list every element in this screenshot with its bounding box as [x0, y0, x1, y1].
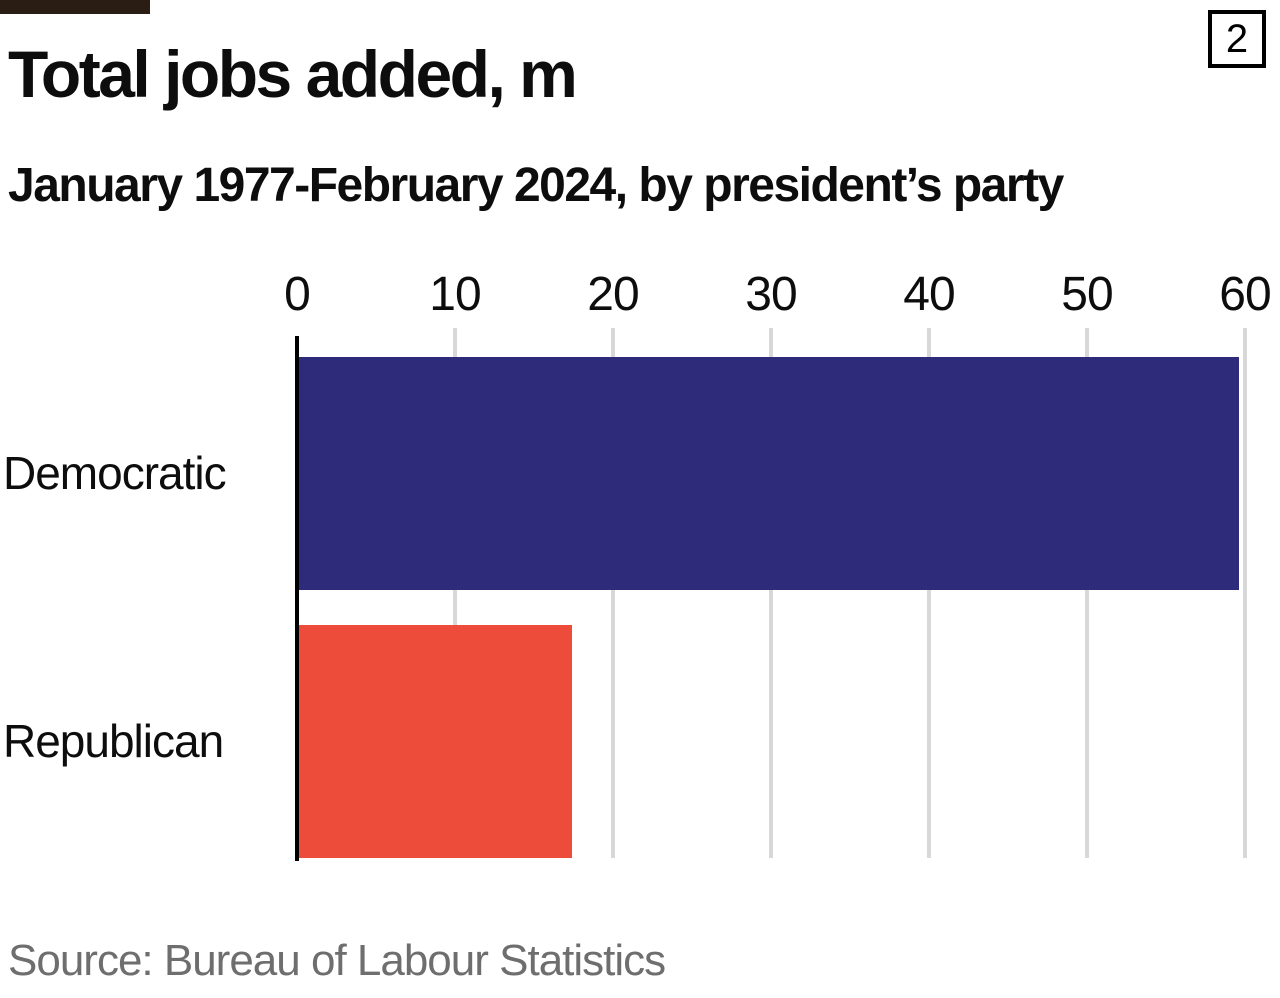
- gridline: [926, 328, 931, 858]
- chart-subtitle: January 1977-February 2024, by president…: [8, 159, 1064, 212]
- bar-republican: [297, 625, 572, 858]
- gridline: [1085, 328, 1089, 858]
- y-axis-line: [295, 336, 299, 861]
- x-axis-tick-label: 10: [429, 268, 481, 321]
- x-axis-tick-label: 50: [1061, 268, 1113, 321]
- category-label-democratic: Democratic: [3, 446, 227, 499]
- gridline: [610, 328, 615, 858]
- x-axis-tick-label: 60: [1219, 268, 1271, 321]
- gridline: [1243, 328, 1247, 858]
- gridline: [452, 328, 457, 858]
- gridline: [769, 328, 773, 858]
- bar-democratic: [297, 357, 1239, 590]
- x-axis: 0 10 20 30 40 50 60: [284, 268, 1272, 330]
- x-axis-tick-label: 30: [745, 268, 797, 321]
- source-note: Source: Bureau of Labour Statistics: [8, 936, 666, 985]
- x-axis-tick-label: 0: [284, 268, 311, 321]
- figure-number-badge: 2: [1208, 10, 1266, 68]
- x-axis-tick-label: 40: [903, 268, 955, 321]
- plot-area: [295, 328, 1247, 861]
- chart-title: Total jobs added, m: [8, 37, 578, 111]
- figure-number: 2: [1225, 16, 1249, 61]
- brand-tab: [0, 0, 150, 14]
- category-label-republican: Republican: [3, 714, 224, 767]
- x-axis-tick-label: 20: [587, 268, 639, 321]
